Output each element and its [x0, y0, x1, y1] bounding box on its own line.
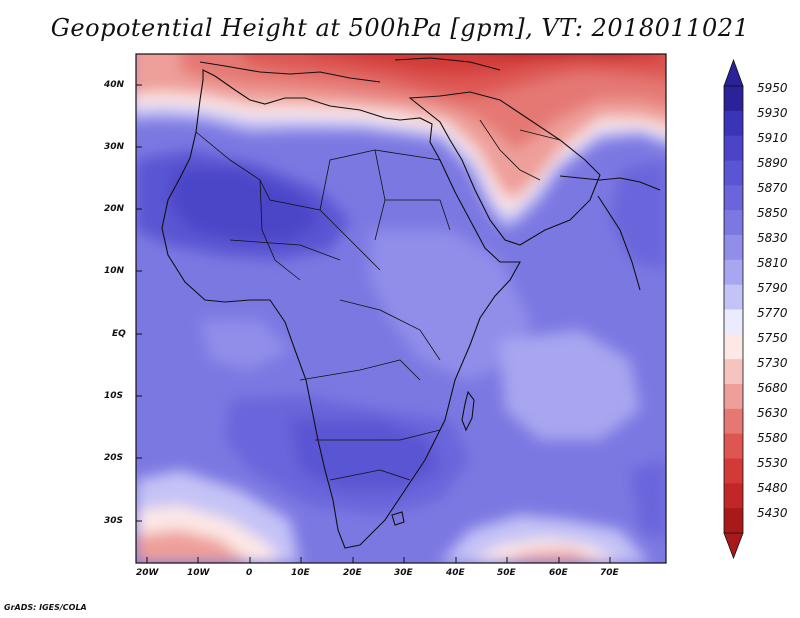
colorbar-swatch-5850 [724, 210, 743, 236]
lon-label-70e: 70E [600, 568, 619, 578]
lat-label-10s: 10S [104, 391, 124, 401]
lon-label-60e: 60E [549, 568, 568, 578]
lon-label-10e: 10E [291, 568, 310, 578]
colorbar-bottom-arrow [723, 532, 744, 560]
colorbar-swatch-5830 [724, 235, 743, 261]
colorbar-label-5430: 5430 [757, 506, 788, 520]
colorbar-label-5810: 5810 [757, 256, 788, 270]
colorbar-label-5580: 5580 [757, 431, 788, 445]
colorbar-swatch-5790 [724, 284, 743, 310]
colorbar-top-arrow [723, 58, 744, 87]
colorbar-label-5830: 5830 [757, 231, 788, 245]
coastline-overlay [161, 57, 661, 549]
colorbar-label-5850: 5850 [757, 206, 788, 220]
colorbar-swatch-5680 [724, 384, 743, 410]
colorbar-label-5750: 5750 [757, 331, 788, 345]
lon-label-20e: 20E [343, 568, 362, 578]
colorbar-swatch-5530 [724, 458, 743, 484]
colorbar-swatch-5910 [724, 135, 743, 161]
colorbar-swatch-5580 [724, 433, 743, 459]
lat-label-20s: 20S [104, 453, 124, 463]
lat-label-30s: 30S [104, 516, 124, 526]
colorbar-swatch-5870 [724, 185, 743, 211]
lon-label-0: 0 [246, 568, 253, 578]
height-field [136, 54, 666, 563]
lon-label-40e: 40E [446, 568, 465, 578]
colorbar-swatch-5770 [724, 309, 743, 335]
colorbar-swatch-5810 [724, 259, 743, 286]
credit-label: GrADS: IGES/COLA [4, 603, 87, 612]
lat-label-40n: 40N [104, 80, 125, 90]
lon-label-20w: 20W [136, 568, 159, 578]
colorbar-label-5530: 5530 [757, 456, 788, 470]
colorbar-swatch-5890 [724, 160, 743, 186]
colorbar-swatch-5730 [724, 359, 743, 385]
colorbar-label-5480: 5480 [757, 481, 788, 495]
map-title: Geopotential Height at 500hPa [gpm], VT:… [50, 14, 750, 42]
colorbar-swatch-5630 [724, 408, 743, 435]
lat-label-30n: 30N [104, 142, 125, 152]
colorbar-label-5950: 5950 [757, 81, 788, 95]
lat-label-eq: EQ [112, 329, 126, 339]
colorbar-swatch-5480 [724, 483, 743, 509]
colorbar-label-5730: 5730 [757, 356, 788, 370]
lat-label-10n: 10N [104, 266, 125, 276]
map-frame [135, 53, 667, 564]
colorbar [723, 85, 744, 534]
axis-ticks [136, 84, 611, 563]
colorbar-label-5930: 5930 [757, 106, 788, 120]
colorbar-label-5910: 5910 [757, 131, 788, 145]
lon-label-30e: 30E [394, 568, 413, 578]
colorbar-swatch-5930 [724, 110, 743, 137]
colorbar-label-5790: 5790 [757, 281, 788, 295]
colorbar-frame [723, 85, 744, 534]
colorbar-swatch-5950 [724, 86, 743, 112]
colorbar-label-5630: 5630 [757, 406, 788, 420]
lat-label-20n: 20N [104, 204, 125, 214]
colorbar-label-5770: 5770 [757, 306, 788, 320]
lon-label-50e: 50E [497, 568, 516, 578]
lon-label-10w: 10W [187, 568, 210, 578]
colorbar-label-5680: 5680 [757, 381, 788, 395]
colorbar-label-5890: 5890 [757, 156, 788, 170]
colorbar-swatch-5750 [724, 334, 743, 360]
colorbar-label-5870: 5870 [757, 181, 788, 195]
colorbar-swatch-5430 [724, 508, 743, 534]
